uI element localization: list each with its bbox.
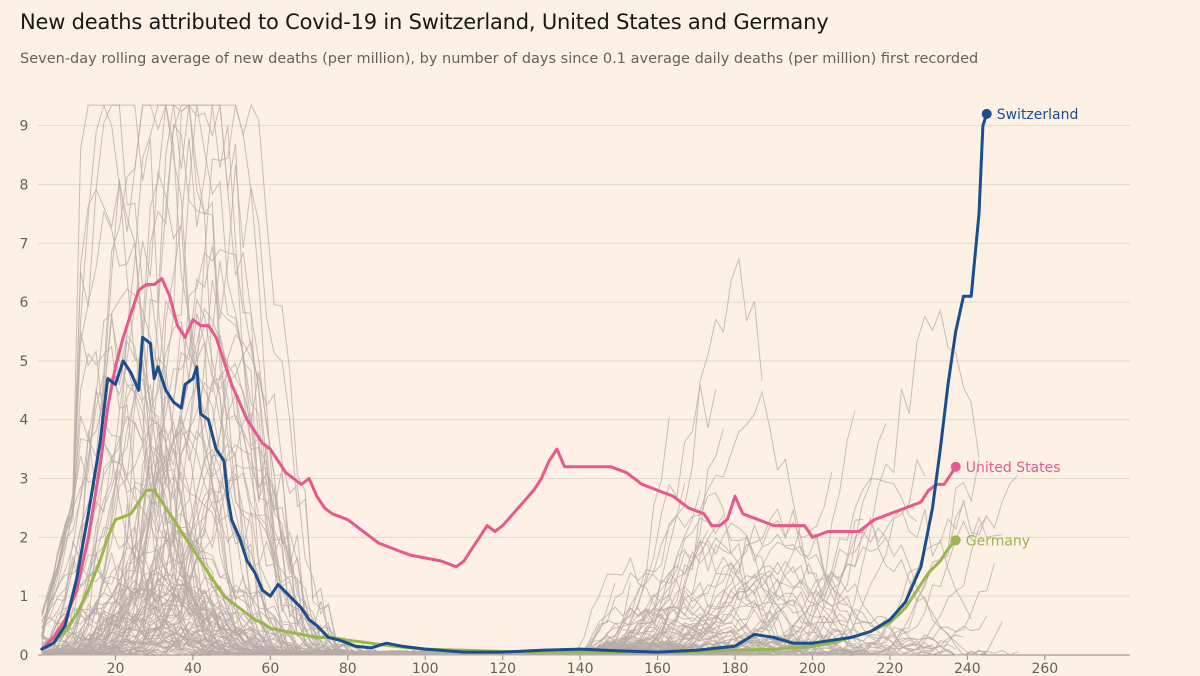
series-line-switzerland xyxy=(40,112,989,654)
chart-subtitle: Seven-day rolling average of new deaths … xyxy=(20,51,979,67)
x-tick-label: 100 xyxy=(412,661,439,676)
context-country-line xyxy=(41,350,918,656)
x-tick-label: 200 xyxy=(799,661,826,676)
context-country-line xyxy=(41,104,732,656)
x-tick-label: 120 xyxy=(489,661,516,676)
y-tick-label: 7 xyxy=(20,236,29,252)
context-lines xyxy=(41,103,1019,656)
series-label-switzerland: Switzerland xyxy=(997,107,1079,123)
chart-title: New deaths attributed to Covid-19 in Swi… xyxy=(20,10,829,34)
series-labels: Germany United States Switzerland xyxy=(966,107,1079,549)
context-country-line xyxy=(41,473,918,656)
series-line-germany xyxy=(40,488,958,654)
y-tick-label: 6 xyxy=(20,295,29,311)
y-tick-label: 8 xyxy=(20,177,29,193)
context-country-line xyxy=(41,333,809,656)
x-tick-label: 80 xyxy=(339,661,357,676)
x-tick-label: 220 xyxy=(877,661,904,676)
y-tick-label: 1 xyxy=(20,589,29,605)
x-tick-label: 140 xyxy=(567,661,594,676)
series-end-dot-switzerland xyxy=(981,108,992,119)
y-tick-label: 3 xyxy=(20,472,29,488)
context-country-line xyxy=(41,245,709,656)
x-tick-label: 260 xyxy=(1031,661,1058,676)
y-tick-label: 5 xyxy=(20,354,29,370)
x-tick-label: 180 xyxy=(722,661,749,676)
x-tick-label: 160 xyxy=(644,661,671,676)
series-end-dot-germany xyxy=(950,535,961,546)
highlighted-series xyxy=(40,108,992,654)
context-country-line xyxy=(41,625,755,656)
x-tick-label: 40 xyxy=(184,661,202,676)
axis-labels: 0 1 2 3 4 5 6 7 8 9 20 40 60 80 100 120 140 160 180 200 220 2… xyxy=(20,119,1059,676)
series-end-dot-united-states xyxy=(950,461,961,472)
x-tick-label: 60 xyxy=(261,661,279,676)
series-label-united-states: United States xyxy=(966,460,1061,476)
context-country-line xyxy=(41,414,863,656)
series-label-germany: Germany xyxy=(966,533,1030,549)
series-line-united-states xyxy=(40,277,958,651)
y-tick-label: 2 xyxy=(20,530,29,546)
y-tick-label: 9 xyxy=(20,119,29,135)
y-tick-label: 4 xyxy=(20,413,29,429)
x-tick-label: 20 xyxy=(107,661,125,676)
y-tick-label: 0 xyxy=(20,648,29,664)
x-tick-label: 240 xyxy=(954,661,981,676)
